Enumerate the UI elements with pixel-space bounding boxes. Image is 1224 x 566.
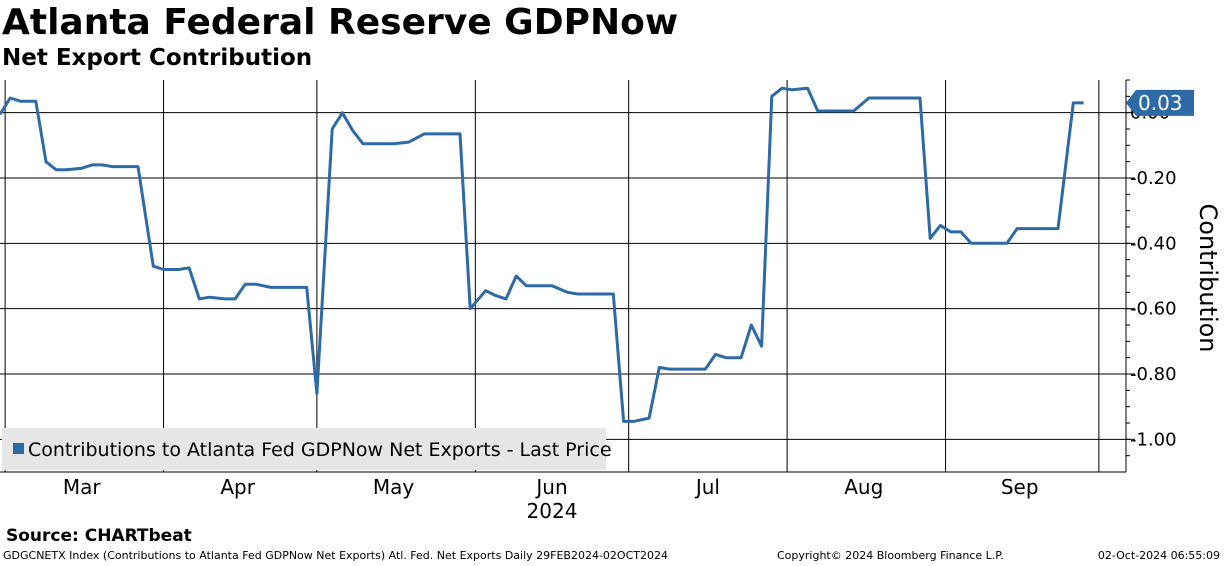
footer-copyright: Copyright© 2024 Bloomberg Finance L.P. [777, 549, 1004, 562]
x-year-label: 2024 [527, 499, 578, 523]
x-tick-label: Mar [63, 475, 102, 499]
series-layer [0, 86, 1084, 423]
legend-box [2, 428, 606, 470]
y-tick-label: -0.60 [1130, 299, 1177, 320]
series-line [0, 86, 1084, 423]
y-tick-label: -0.40 [1130, 233, 1177, 254]
x-tick-label: May [373, 475, 415, 499]
x-tick-label: Sep [1001, 475, 1039, 499]
legend-label: Contributions to Atlanta Fed GDPNow Net … [28, 439, 612, 461]
y-tick-label: -0.20 [1130, 168, 1177, 189]
x-tick-label: Jul [694, 475, 720, 499]
last-value-tag [1126, 89, 1194, 116]
y-axis-title: Contribution [1194, 203, 1222, 352]
x-tick-label: Apr [220, 475, 255, 499]
legend-swatch [13, 443, 24, 454]
chart-subtitle: Net Export Contribution [2, 45, 313, 71]
label-layer: 0.03 [1126, 89, 1194, 116]
source-note: Source: CHARTbeat [6, 526, 192, 546]
last-value-label: 0.03 [1138, 91, 1183, 115]
y-tick-label: -0.80 [1130, 364, 1177, 385]
footer-timestamp: 02-Oct-2024 06:55:09 [1097, 549, 1220, 562]
y-tick-label: -1.00 [1130, 429, 1177, 450]
grid-layer [0, 80, 1126, 472]
x-tick-label: Jun [534, 475, 567, 499]
legend-layer: Contributions to Atlanta Fed GDPNow Net … [2, 428, 612, 470]
x-tick-label: Aug [844, 475, 883, 499]
footer-index-description: GDGCNETX Index (Contributions to Atlanta… [3, 549, 668, 562]
chart-title: Atlanta Federal Reserve GDPNow [2, 2, 679, 43]
